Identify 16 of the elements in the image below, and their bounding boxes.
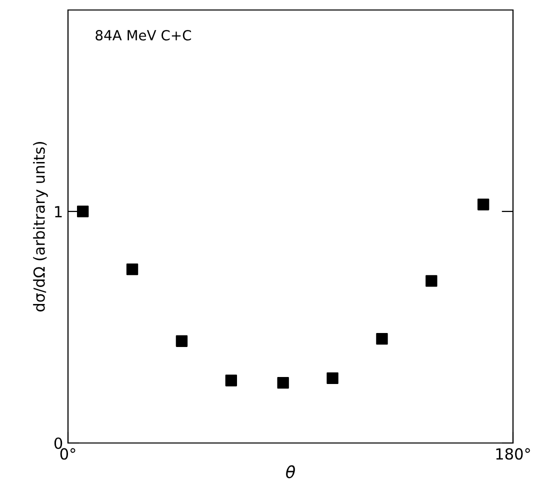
y-tick-label: 0 — [54, 437, 62, 450]
point — [376, 332, 388, 345]
y-axis-title: dσ/dΩ (arbitrary units) — [33, 142, 48, 312]
y-tick-label: 1 — [55, 206, 62, 218]
point — [126, 263, 138, 276]
annotation: 84A MeV C+C — [96, 30, 192, 41]
point — [426, 275, 438, 287]
x-tick-label: 180° — [496, 448, 530, 460]
point — [225, 374, 238, 386]
point — [176, 335, 188, 347]
point — [76, 206, 89, 218]
point — [326, 372, 338, 384]
x-tick-label: 0° — [60, 448, 76, 460]
point — [477, 198, 490, 210]
x-axis-title: θ — [286, 465, 295, 478]
point — [277, 376, 289, 389]
